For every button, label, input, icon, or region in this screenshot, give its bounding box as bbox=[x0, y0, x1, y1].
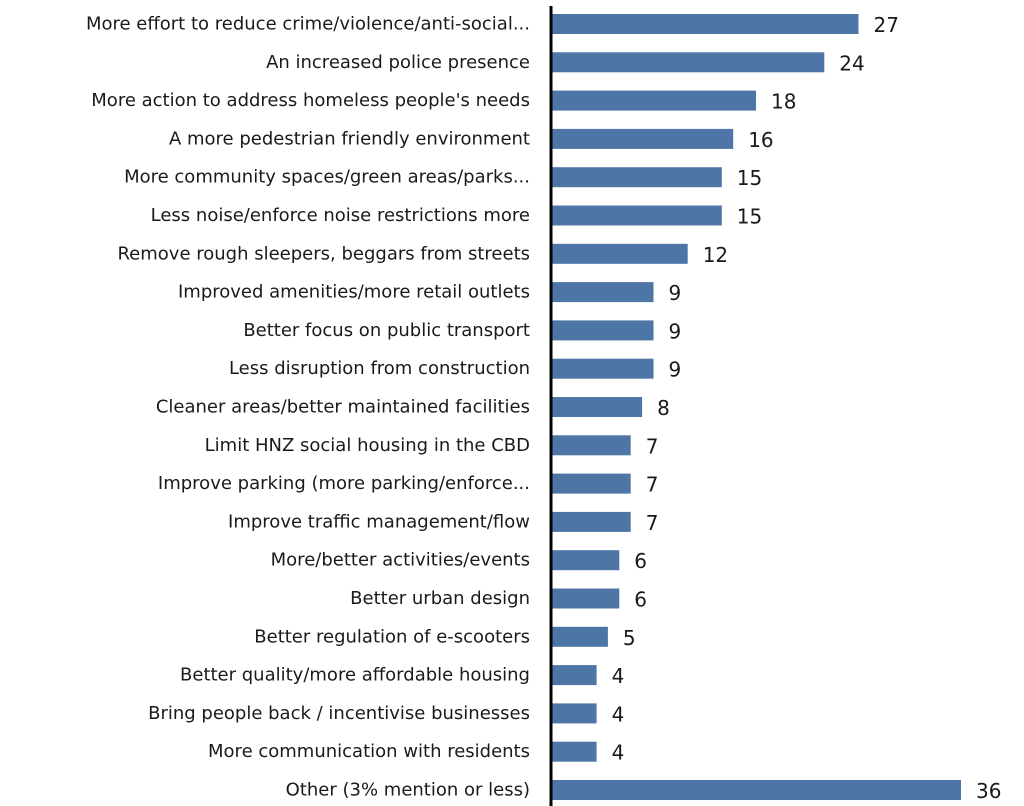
category-label: Better focus on public transport bbox=[243, 320, 530, 341]
value-label: 7 bbox=[646, 473, 659, 497]
category-label: A more pedestrian friendly environment bbox=[169, 128, 530, 149]
value-label: 18 bbox=[771, 90, 796, 114]
category-label: Bring people back / incentivise business… bbox=[148, 703, 530, 724]
bar bbox=[551, 128, 734, 149]
bar bbox=[551, 588, 620, 609]
value-label: 15 bbox=[737, 166, 762, 190]
category-labels: More effort to reduce crime/violence/ant… bbox=[86, 14, 530, 801]
category-label: More effort to reduce crime/violence/ant… bbox=[86, 14, 530, 35]
bar bbox=[551, 665, 597, 686]
bar bbox=[551, 358, 654, 379]
category-label: More/better activities/events bbox=[271, 550, 530, 571]
bar bbox=[551, 703, 597, 724]
category-label: An increased police presence bbox=[266, 52, 530, 73]
category-label: Better regulation of e-scooters bbox=[254, 626, 530, 647]
value-label: 5 bbox=[623, 626, 636, 650]
value-label: 16 bbox=[748, 128, 773, 152]
bar bbox=[551, 52, 825, 73]
category-label: Better urban design bbox=[350, 588, 530, 609]
value-label: 27 bbox=[874, 13, 899, 37]
category-label: Less noise/enforce noise restrictions mo… bbox=[151, 205, 530, 226]
category-label: More community spaces/green areas/parks.… bbox=[124, 167, 530, 188]
bar bbox=[551, 511, 631, 532]
bar bbox=[551, 780, 961, 800]
bar bbox=[551, 14, 859, 34]
category-label: More action to address homeless people's… bbox=[91, 90, 530, 111]
category-label: Less disruption from construction bbox=[229, 358, 530, 379]
value-label: 4 bbox=[612, 702, 625, 726]
value-label: 4 bbox=[612, 664, 625, 688]
value-label: 9 bbox=[669, 281, 682, 305]
category-label: Improved amenities/more retail outlets bbox=[178, 282, 530, 303]
value-label: 4 bbox=[612, 741, 625, 765]
category-label: Improve traffic management/flow bbox=[228, 511, 530, 532]
bar bbox=[551, 435, 631, 456]
category-label: Improve parking (more parking/enforce... bbox=[158, 473, 530, 494]
value-label: 6 bbox=[634, 549, 647, 573]
value-label: 9 bbox=[669, 358, 682, 382]
value-label: 9 bbox=[669, 319, 682, 343]
category-label: Other (3% mention or less) bbox=[286, 780, 530, 801]
bar bbox=[551, 243, 688, 264]
category-label: Cleaner areas/better maintained faciliti… bbox=[156, 397, 530, 418]
bar bbox=[551, 473, 631, 494]
bar bbox=[551, 626, 608, 647]
value-label: 6 bbox=[634, 588, 647, 612]
bar bbox=[551, 282, 654, 303]
category-label: More communication with residents bbox=[208, 741, 530, 762]
value-label: 7 bbox=[646, 511, 659, 535]
category-label: Limit HNZ social housing in the CBD bbox=[205, 435, 530, 456]
value-label: 7 bbox=[646, 434, 659, 458]
value-label: 8 bbox=[657, 396, 670, 420]
value-label: 15 bbox=[737, 205, 762, 229]
bar bbox=[551, 90, 756, 111]
bar bbox=[551, 741, 597, 762]
bar bbox=[551, 167, 722, 188]
value-labels: 27 24 18 16 15 15 12 9 9 9 8 7 7 7 6 6 5 4 4 4 36 bbox=[612, 13, 1002, 803]
value-label: 24 bbox=[839, 51, 864, 75]
bar bbox=[551, 205, 722, 226]
value-label: 36 bbox=[976, 779, 1001, 803]
bar bbox=[551, 320, 654, 341]
bar bbox=[551, 397, 643, 417]
bars-layer bbox=[551, 14, 961, 800]
category-label: Remove rough sleepers, beggars from stre… bbox=[117, 243, 530, 264]
bar bbox=[551, 550, 620, 571]
value-label: 12 bbox=[703, 243, 728, 267]
category-label: Better quality/more affordable housing bbox=[180, 665, 530, 686]
